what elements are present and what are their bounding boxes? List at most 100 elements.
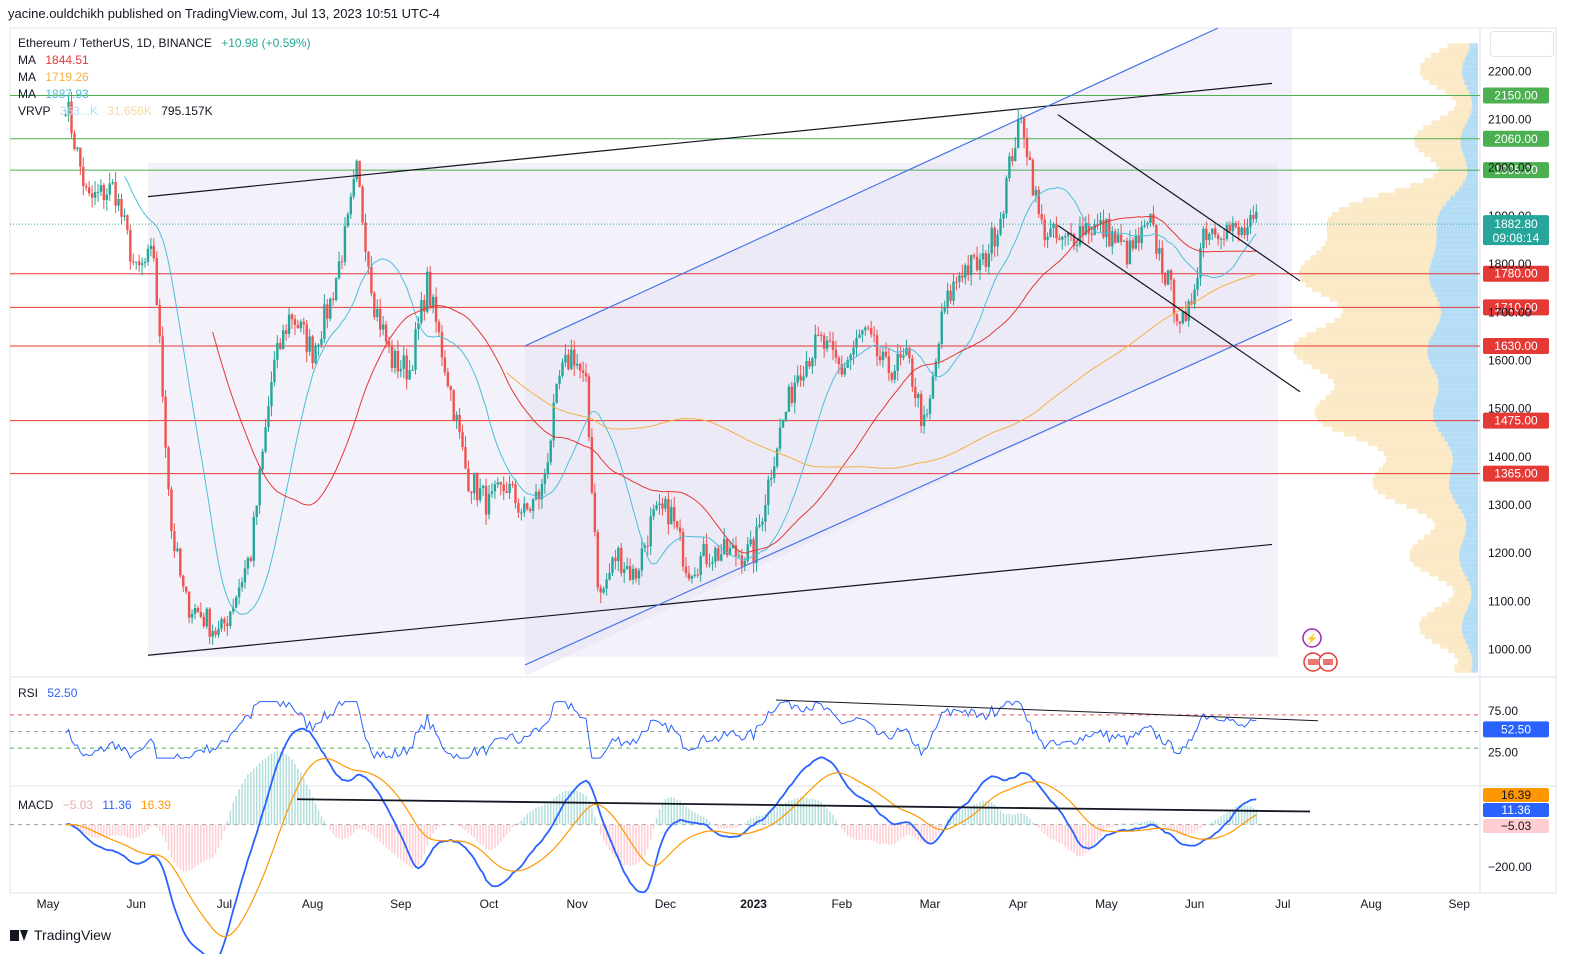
vp-bar-down	[1440, 115, 1468, 124]
candle-body	[267, 406, 270, 428]
price-tick-label: 1600.00	[1488, 353, 1532, 367]
level-tag-text: 1995.00	[1494, 163, 1538, 177]
candle-body	[387, 341, 391, 346]
candle-body	[355, 160, 358, 180]
candle-body	[840, 364, 843, 375]
candle-body	[855, 337, 858, 348]
publisher-header: yacine.ouldchikh published on TradingVie…	[8, 6, 440, 21]
vp-bar-up	[1436, 235, 1478, 244]
vp-bar-down	[1386, 452, 1453, 461]
candle-body	[67, 101, 70, 115]
candle-body	[1075, 245, 1079, 247]
macd-legend[interactable]: MACD −5.03 11.36 16.39	[18, 798, 171, 812]
vp-bar-down	[1362, 197, 1447, 206]
vp-bar-down	[1319, 399, 1435, 408]
candle-body	[720, 554, 723, 561]
vp-bar-up	[1465, 52, 1478, 61]
rsi-legend[interactable]: RSI 52.50	[18, 686, 77, 700]
candle-body	[464, 446, 467, 469]
candle-body	[437, 321, 441, 333]
candle-body	[358, 160, 361, 187]
vp-bar-up	[1461, 144, 1478, 153]
vp-bar-up	[1438, 375, 1478, 384]
candle-body	[628, 565, 632, 580]
vp-bar-down	[1338, 207, 1440, 216]
candle-body	[978, 259, 982, 271]
candle-body	[872, 334, 876, 336]
candle-body	[443, 357, 447, 373]
candle-body	[202, 616, 206, 627]
chart-settings-box[interactable]	[1490, 31, 1554, 57]
vp-bar-down	[1320, 366, 1435, 375]
candle-body	[608, 573, 611, 580]
candle-body	[731, 545, 735, 549]
candle-body	[646, 545, 649, 547]
vp-bar-up	[1436, 221, 1478, 230]
vp-bar-up	[1463, 57, 1478, 66]
ma2-legend[interactable]: MA 1719.26	[18, 70, 89, 84]
candle-body	[567, 354, 570, 370]
candle-body	[364, 222, 367, 252]
candle-body	[593, 492, 597, 533]
vp-bar-down	[1333, 375, 1439, 384]
symbol-name[interactable]: Ethereum / TetherUS, 1D, BINANCE	[18, 36, 212, 50]
candle-body	[620, 547, 623, 573]
footer-brand[interactable]: TradingView	[10, 927, 111, 943]
falling-wedge-lower	[1057, 225, 1301, 393]
candle-body	[661, 503, 664, 509]
vp-bar-up	[1464, 568, 1478, 577]
vp-bar-down	[1420, 563, 1463, 572]
vp-bar-up	[1469, 110, 1478, 119]
candle-body	[702, 544, 705, 556]
vp-bar-up	[1450, 443, 1478, 452]
candle-body	[190, 613, 194, 618]
vp-bar-down	[1410, 182, 1460, 191]
rsi-divergence-trendline	[775, 699, 1319, 722]
vp-bar-down	[1326, 221, 1437, 230]
volume-profile	[1293, 43, 1478, 673]
level-tag-text: 1710.00	[1494, 300, 1538, 314]
candle-body	[1069, 232, 1073, 235]
candle-body	[740, 555, 744, 566]
vrvp-legend[interactable]: VRVP 363...K 31.656K 795.157K	[18, 104, 213, 118]
candle-body	[1164, 274, 1167, 285]
ma1-legend[interactable]: MA 1844.51	[18, 53, 89, 67]
vp-bar-down	[1453, 592, 1472, 601]
candle-body	[434, 296, 438, 322]
candle-body	[1043, 219, 1046, 241]
candle-body	[452, 390, 455, 421]
candle-body	[211, 630, 214, 637]
vp-bar-down	[1383, 447, 1453, 456]
vp-bar-up	[1471, 105, 1478, 114]
candle-body	[1090, 233, 1093, 236]
candle-body	[1084, 223, 1088, 235]
candle-body	[605, 579, 608, 589]
candle-body	[761, 521, 764, 525]
x-axis-label: Oct	[480, 897, 499, 911]
candle-body	[614, 557, 617, 562]
candle-body	[1213, 228, 1217, 236]
candle-body	[552, 402, 555, 441]
level-tag-1365.00	[1483, 465, 1549, 482]
vp-bar-up	[1440, 313, 1478, 322]
candle-body	[1211, 228, 1214, 234]
candle-body	[187, 591, 191, 618]
candle-body	[561, 362, 564, 376]
candle-body	[396, 350, 400, 372]
candle-body	[922, 414, 926, 427]
ma-short-line	[123, 176, 1257, 615]
vp-bar-down	[1321, 245, 1435, 254]
ma3-legend[interactable]: MA 1887.93	[18, 87, 89, 101]
x-axis-label: Feb	[831, 897, 852, 911]
candle-body	[890, 372, 893, 380]
candle-body	[308, 336, 311, 352]
candle-body	[649, 516, 652, 547]
candle-body	[167, 447, 170, 490]
vp-bar-up	[1434, 399, 1478, 408]
candle-body	[252, 516, 255, 561]
candle-body	[317, 344, 320, 346]
macd-tick-label: −200.00	[1488, 860, 1532, 874]
candle-body	[496, 482, 500, 485]
vp-bar-up	[1465, 635, 1478, 644]
